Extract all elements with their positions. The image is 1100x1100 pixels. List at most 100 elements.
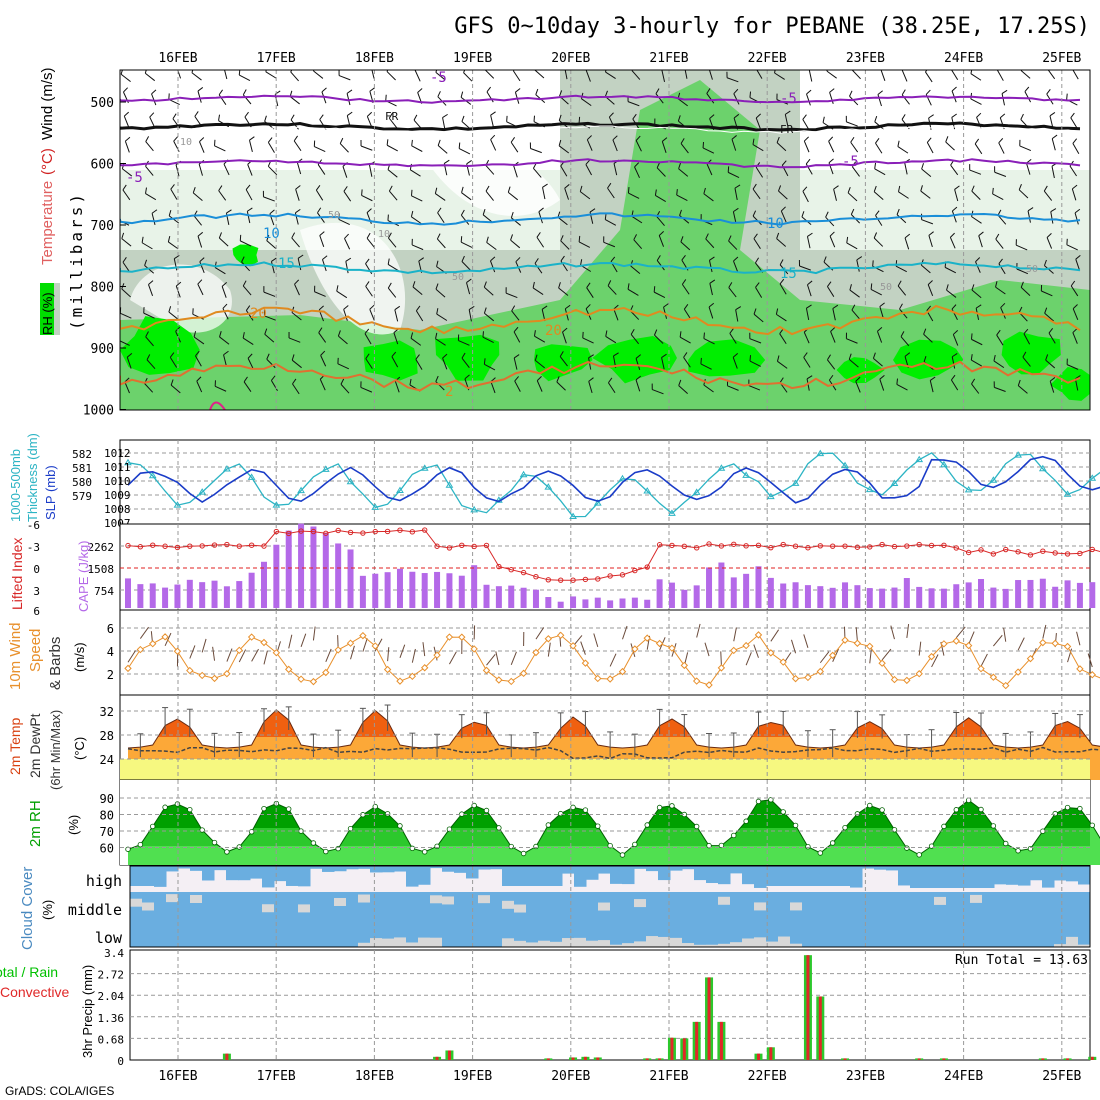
cloud-low-bar xyxy=(1054,918,1067,947)
upper-wind-barb xyxy=(634,166,640,179)
upper-wind-barb-flag xyxy=(676,189,678,196)
cloud-low-bar xyxy=(226,918,239,947)
contour-label-minus5-d: -5 xyxy=(126,170,143,186)
wind-point xyxy=(940,640,948,648)
upper-wind-barb xyxy=(971,383,980,394)
upper-wind-barb xyxy=(969,169,982,175)
lifted-point xyxy=(941,542,947,549)
precip-tick-label: 2.04 xyxy=(98,990,125,1003)
rh-point xyxy=(162,804,168,810)
surface-wind-barb xyxy=(411,648,416,663)
bottom-day-label: 22FEB xyxy=(748,1069,787,1084)
upper-wind-barb xyxy=(490,139,497,151)
upper-wind-barb-flag xyxy=(245,184,251,190)
top-day-label: 21FEB xyxy=(649,51,688,66)
cape-bar xyxy=(668,582,675,608)
surface-wind-barb xyxy=(325,648,332,663)
upper-wind-barb xyxy=(970,98,982,105)
upper-wind-barb-flag xyxy=(515,88,521,93)
upper-wind-barb-flag xyxy=(848,353,852,360)
rh-blob xyxy=(363,340,418,381)
cloud-low-bar xyxy=(802,918,815,947)
rh-point xyxy=(211,839,218,846)
upper-wind-barb xyxy=(631,70,641,80)
upper-wind-barb-flag xyxy=(151,209,158,214)
cloud-mid-gap xyxy=(754,902,767,911)
upper-wind-barb-flag xyxy=(149,112,155,118)
cloud-high-bar xyxy=(430,866,443,869)
precip-unit-label: 3hr Precip (mm) xyxy=(80,965,95,1058)
cloud-high-bar xyxy=(994,866,1007,885)
upper-wind-barb xyxy=(784,114,789,127)
cloud-low-bar xyxy=(346,918,359,947)
sounding-ylabels: RH (%) Temperature (°C) Wind (m/s) (mill… xyxy=(39,68,86,335)
upper-wind-barb-flag xyxy=(218,89,223,96)
upper-wind-barb xyxy=(1050,211,1054,224)
upper-wind-barb-flag xyxy=(244,111,249,118)
upper-wind-barb xyxy=(1022,356,1031,367)
upper-wind-barb xyxy=(998,142,1005,154)
cloud-low-gap xyxy=(730,942,743,947)
upper-wind-barb-flag xyxy=(928,231,934,236)
precip-convective-bar xyxy=(756,1053,760,1060)
rh-point xyxy=(261,805,267,812)
upper-wind-barb xyxy=(122,168,133,177)
upper-wind-barb-flag xyxy=(926,137,932,143)
upper-wind-barb-flag xyxy=(1072,138,1078,144)
thickness-point xyxy=(989,476,998,483)
sounding-grid xyxy=(177,70,1063,410)
lifted-point xyxy=(891,543,898,550)
upper-wind-barb xyxy=(266,358,276,369)
precip-tick-label: 3.4 xyxy=(104,947,124,960)
cloud-mid-bar xyxy=(178,892,191,918)
upper-wind-barb xyxy=(221,286,227,298)
upper-wind-barb xyxy=(633,239,643,250)
upper-wind-barb-flag xyxy=(780,206,786,212)
cape-bar xyxy=(273,544,280,608)
upper-wind-barb xyxy=(245,189,253,201)
cape-bar xyxy=(854,585,861,608)
cloud-low-bar xyxy=(1018,918,1031,947)
cape-bar xyxy=(1015,580,1022,608)
upper-wind-barb-flag xyxy=(468,305,475,310)
surface-wind-barb xyxy=(399,644,406,659)
lifted-point xyxy=(471,543,477,550)
thickness-point xyxy=(1014,451,1022,458)
cape-bar xyxy=(1052,586,1059,608)
wind-point xyxy=(816,667,825,676)
cloud-mid-bar xyxy=(394,892,407,918)
cloud-low-gap xyxy=(646,936,659,947)
upper-wind-barb xyxy=(534,360,545,369)
upper-wind-barb xyxy=(361,194,373,202)
cloud-high-bar xyxy=(178,866,191,869)
wind-point xyxy=(297,675,305,683)
surface-wind-barb xyxy=(855,627,858,642)
rh-point xyxy=(669,803,675,809)
upper-wind-barb-flag xyxy=(970,354,973,361)
top-day-label: 22FEB xyxy=(748,51,787,66)
cloud-low-bar xyxy=(862,918,875,947)
upper-wind-barb-flag xyxy=(970,70,973,74)
upper-wind-barb-flag xyxy=(361,189,363,196)
contour-label-fr-a: FR xyxy=(385,110,399,123)
cloud-low-gap xyxy=(526,942,539,947)
wind-point xyxy=(828,651,837,660)
upper-wind-barb-flag xyxy=(336,285,339,292)
wind-point xyxy=(285,665,293,674)
upper-wind-barb xyxy=(896,384,908,391)
cloud-mid-bar xyxy=(898,892,911,918)
top-date-axis: 16FEB 17FEB 18FEB 19FEB 20FEB 21FEB 22FEB 23FEB… xyxy=(158,51,1081,66)
upper-wind-barb xyxy=(655,195,666,202)
contour-label-fr-b: FR xyxy=(780,123,794,136)
upper-wind-barb-flag xyxy=(874,115,878,122)
upper-wind-barb-flag xyxy=(776,232,780,239)
upper-wind-barb-flag xyxy=(344,233,349,239)
upper-wind-barb-flag xyxy=(533,330,536,337)
lifted-point xyxy=(619,572,626,578)
upper-wind-barb xyxy=(928,235,933,248)
upper-wind-barb xyxy=(387,169,398,178)
wind-point xyxy=(754,631,763,639)
wind-point xyxy=(445,633,454,641)
lifted-point xyxy=(236,543,242,549)
lifted-point xyxy=(731,541,737,547)
